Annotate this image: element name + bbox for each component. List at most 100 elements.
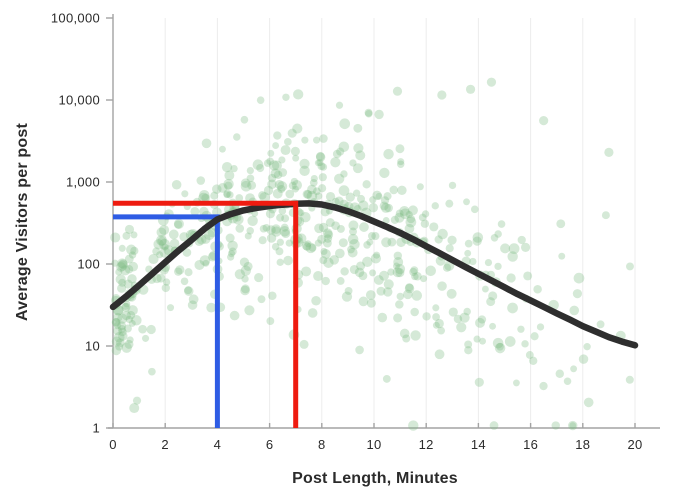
data-point xyxy=(366,238,374,246)
data-point xyxy=(307,184,317,195)
data-point xyxy=(246,174,255,183)
data-point xyxy=(320,247,328,255)
data-point xyxy=(290,177,299,186)
data-point xyxy=(306,190,318,202)
data-point xyxy=(126,336,134,344)
data-point xyxy=(240,265,252,276)
data-point xyxy=(299,158,310,169)
data-point xyxy=(321,276,330,286)
data-point xyxy=(472,236,482,246)
data-point xyxy=(128,251,137,259)
data-point xyxy=(117,313,128,324)
data-point xyxy=(583,397,594,408)
data-point xyxy=(152,273,162,284)
data-point xyxy=(359,222,369,232)
data-point xyxy=(393,313,403,323)
data-point xyxy=(302,189,312,199)
data-point xyxy=(266,317,275,325)
data-point xyxy=(362,180,371,189)
x-tick-label: 4 xyxy=(214,437,222,452)
data-point xyxy=(381,237,392,248)
data-point xyxy=(399,328,410,339)
data-point xyxy=(383,192,392,201)
data-point xyxy=(246,166,254,175)
data-point xyxy=(464,249,472,257)
data-point xyxy=(226,191,234,199)
data-point xyxy=(465,84,476,94)
data-point xyxy=(338,185,350,196)
data-point xyxy=(530,332,539,341)
data-point xyxy=(583,343,591,351)
data-point xyxy=(517,325,525,333)
data-point xyxy=(254,273,264,283)
data-point xyxy=(280,223,289,232)
data-point xyxy=(299,165,310,177)
data-point xyxy=(181,190,189,198)
data-point xyxy=(387,237,397,247)
data-point xyxy=(486,77,497,87)
data-point xyxy=(123,300,131,308)
data-point xyxy=(113,331,125,343)
data-point xyxy=(281,229,291,239)
data-point xyxy=(229,310,240,321)
x-tick-label: 14 xyxy=(471,437,486,452)
data-point xyxy=(357,194,366,203)
x-tick-label: 0 xyxy=(109,437,117,452)
data-point xyxy=(128,261,139,272)
data-point xyxy=(471,205,479,214)
data-point xyxy=(190,206,200,216)
data-point xyxy=(525,351,534,359)
data-point xyxy=(314,223,324,234)
data-point xyxy=(496,342,504,351)
data-point xyxy=(397,158,405,166)
data-point xyxy=(421,210,430,218)
data-point xyxy=(152,247,161,256)
data-point xyxy=(247,215,258,227)
data-point xyxy=(529,356,538,365)
data-point xyxy=(507,251,518,262)
data-point xyxy=(481,285,489,293)
y-tick-label: 1 xyxy=(92,421,100,436)
data-point xyxy=(118,244,126,252)
data-point xyxy=(188,294,199,305)
data-point xyxy=(198,189,210,201)
data-point xyxy=(365,290,376,300)
data-point xyxy=(536,323,545,331)
data-point xyxy=(329,255,340,265)
data-point xyxy=(227,253,235,261)
data-point xyxy=(278,207,287,215)
data-point xyxy=(355,150,366,161)
data-point xyxy=(392,267,403,278)
data-point xyxy=(445,244,454,253)
data-point xyxy=(202,259,210,267)
data-point xyxy=(318,184,327,193)
data-point xyxy=(368,231,376,240)
data-point xyxy=(274,179,285,190)
x-tick-label: 18 xyxy=(575,437,590,452)
data-point xyxy=(265,209,275,219)
data-point xyxy=(321,249,331,259)
data-point xyxy=(335,248,345,259)
data-point xyxy=(472,232,484,243)
data-point xyxy=(276,258,284,266)
data-point xyxy=(392,86,403,96)
data-point xyxy=(180,277,189,286)
data-point xyxy=(121,342,132,353)
data-point xyxy=(148,253,159,265)
x-tick-label: 8 xyxy=(318,437,326,452)
data-point xyxy=(240,115,249,124)
data-point xyxy=(394,263,406,275)
x-axis-tick-labels: 0 2 4 6 8 10 12 14 16 18 20 xyxy=(109,437,642,452)
data-point xyxy=(161,243,169,251)
data-point xyxy=(126,244,137,255)
data-point xyxy=(240,180,252,192)
y-tick-label: 100 xyxy=(77,257,100,272)
data-point xyxy=(319,134,328,143)
data-point xyxy=(373,275,384,285)
data-point xyxy=(394,212,405,223)
data-point xyxy=(368,202,379,213)
data-point xyxy=(375,192,383,200)
data-point xyxy=(399,205,410,217)
data-point xyxy=(318,173,327,182)
